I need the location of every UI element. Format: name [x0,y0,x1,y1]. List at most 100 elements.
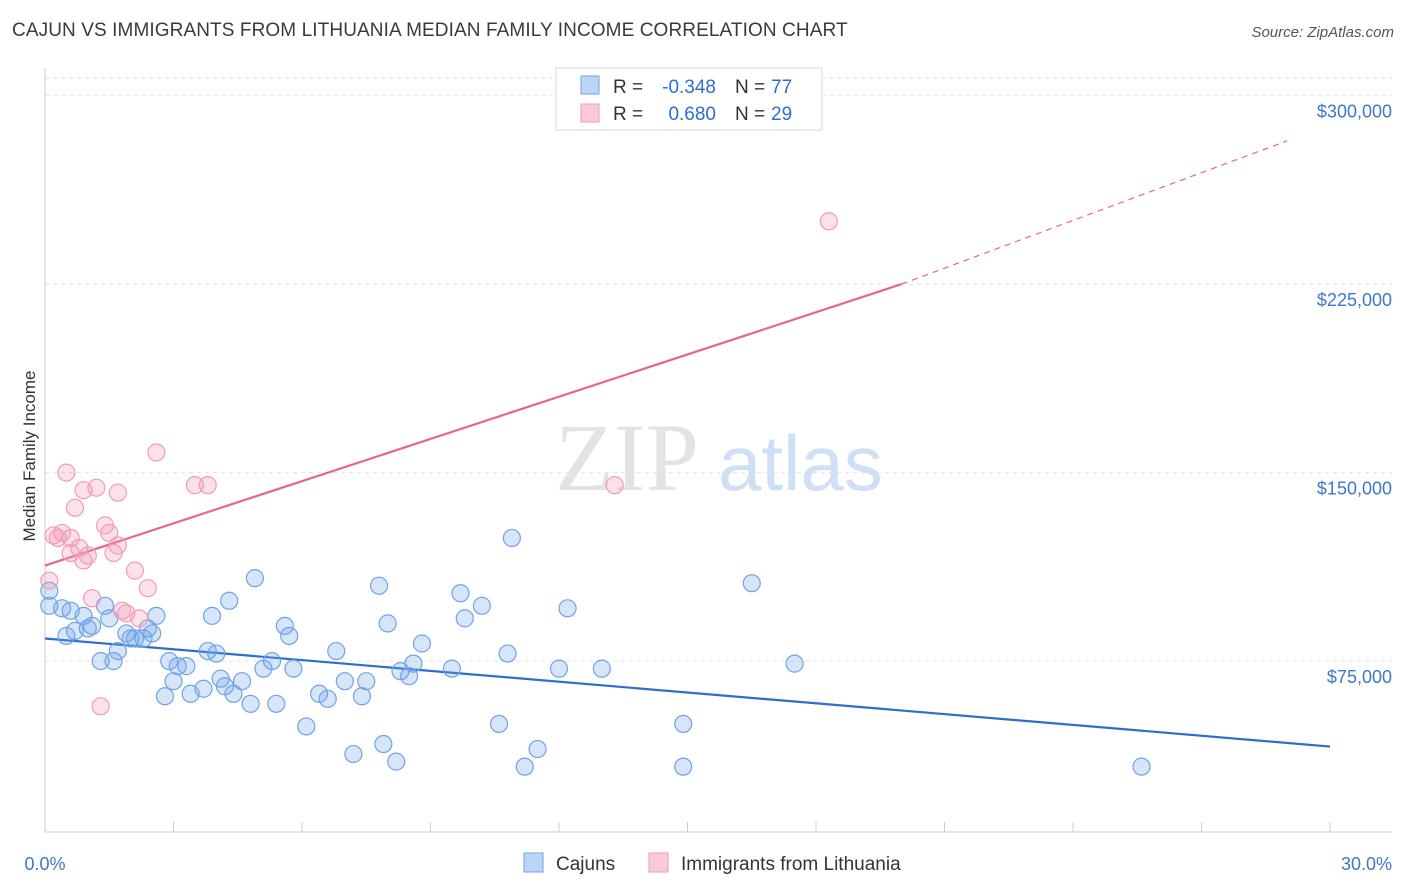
point-cajuns [104,651,123,671]
chart-title: CAJUN VS IMMIGRANTS FROM LITHUANIA MEDIA… [12,20,848,41]
point-cajuns [344,744,363,764]
point-cajuns [177,657,196,676]
point-cajuns [318,689,337,708]
stats-n-label-lithuania: N = [735,104,765,125]
point-cajuns [147,606,166,625]
point-lithuania [100,523,119,543]
watermark-zip: ZIP [555,404,699,511]
point-cajuns [194,679,213,698]
point-cajuns [160,651,179,671]
point-lithuania [57,463,76,482]
trend-lines [44,140,1331,748]
point-cajuns [164,672,183,691]
point-cajuns [245,569,264,588]
point-cajuns [142,624,162,643]
stats-r-label-cajuns: R = [613,77,643,98]
point-lithuania [40,571,59,590]
point-lithuania [138,579,157,598]
point-lithuania [78,546,97,565]
point-cajuns [57,626,76,646]
x-tick-label: 0.0% [24,854,65,874]
point-cajuns [412,634,432,653]
trend-line-extension [901,140,1288,285]
point-cajuns [451,584,470,603]
watermark: ZIP atlas [555,404,883,511]
point-cajuns [134,629,153,648]
point-cajuns [40,581,59,600]
point-cajuns [515,757,534,776]
point-cajuns [241,694,260,713]
point-lithuania [819,212,838,231]
point-lithuania [65,498,85,517]
y-tick-label: $75,000 [1327,667,1392,687]
point-cajuns [220,591,239,610]
point-cajuns [310,684,329,703]
point-cajuns [357,672,376,691]
trend-line-cajuns [44,637,1331,748]
point-lithuania [130,609,149,628]
point-cajuns [121,629,140,648]
stats-r-value-lithuania: 0.680 [668,104,716,125]
point-cajuns [558,599,577,618]
point-cajuns [327,641,346,661]
y-axis-title: Median Family Income [20,370,39,541]
axes [44,68,1392,833]
point-cajuns [83,616,102,636]
point-cajuns [370,576,389,595]
source-label: Source: ZipAtlas.com [1251,24,1394,41]
legend-label-cajuns: Cajuns [556,854,615,875]
y-tick-label: $150,000 [1317,479,1392,499]
stats-legend: R = -0.348 N = 77 R = 0.680 N = 29 [555,67,823,131]
trend-line-lithuania [44,283,903,567]
point-cajuns [378,614,397,633]
tick-labels: $75,000 $150,000 $225,000 $300,000 0.0% 30.0% [24,102,1392,874]
point-cajuns [549,659,569,678]
point-cajuns [108,641,127,661]
point-lithuania [91,697,110,716]
point-cajuns [742,574,761,593]
point-lithuania [198,476,217,495]
point-lithuania [108,483,127,502]
stats-r-label-lithuania: R = [613,104,643,125]
series-legend: Cajuns Immigrants from Lithuania [523,852,901,875]
point-cajuns [387,752,406,771]
point-cajuns [502,528,521,548]
point-cajuns [275,616,294,636]
point-lithuania [83,589,102,608]
y-tick-label: $225,000 [1317,290,1392,310]
stats-n-value-lithuania: 29 [771,104,792,125]
point-cajuns [297,717,316,736]
point-lithuania [108,536,127,555]
point-lithuania [147,443,166,462]
point-cajuns [489,714,509,734]
point-cajuns [674,714,693,734]
stats-n-value-cajuns: 77 [771,77,792,98]
point-cajuns [267,694,286,713]
point-cajuns [224,684,243,703]
stats-n-label-cajuns: N = [735,77,765,98]
stats-swatch-lithuania [580,103,600,123]
point-cajuns [1132,757,1151,776]
point-cajuns [352,687,372,706]
point-lithuania [87,478,106,497]
y-tick-label: $300,000 [1317,102,1392,122]
data-points [40,212,1151,776]
point-cajuns [284,659,303,678]
stats-r-value-cajuns: -0.348 [662,77,716,98]
stats-swatch-cajuns [580,75,600,95]
point-cajuns [202,606,222,625]
watermark-atlas: atlas [718,419,883,507]
point-cajuns [280,626,299,646]
point-cajuns [442,659,462,678]
point-cajuns [155,687,175,706]
point-lithuania [53,523,72,543]
point-lithuania [125,561,145,580]
point-cajuns [674,757,693,776]
point-cajuns [232,672,252,691]
point-cajuns [374,734,393,754]
x-tick-label: 30.0% [1341,854,1392,874]
legend-label-lithuania: Immigrants from Lithuania [681,854,901,875]
point-cajuns [528,739,547,759]
legend-swatch-cajuns [523,852,544,873]
